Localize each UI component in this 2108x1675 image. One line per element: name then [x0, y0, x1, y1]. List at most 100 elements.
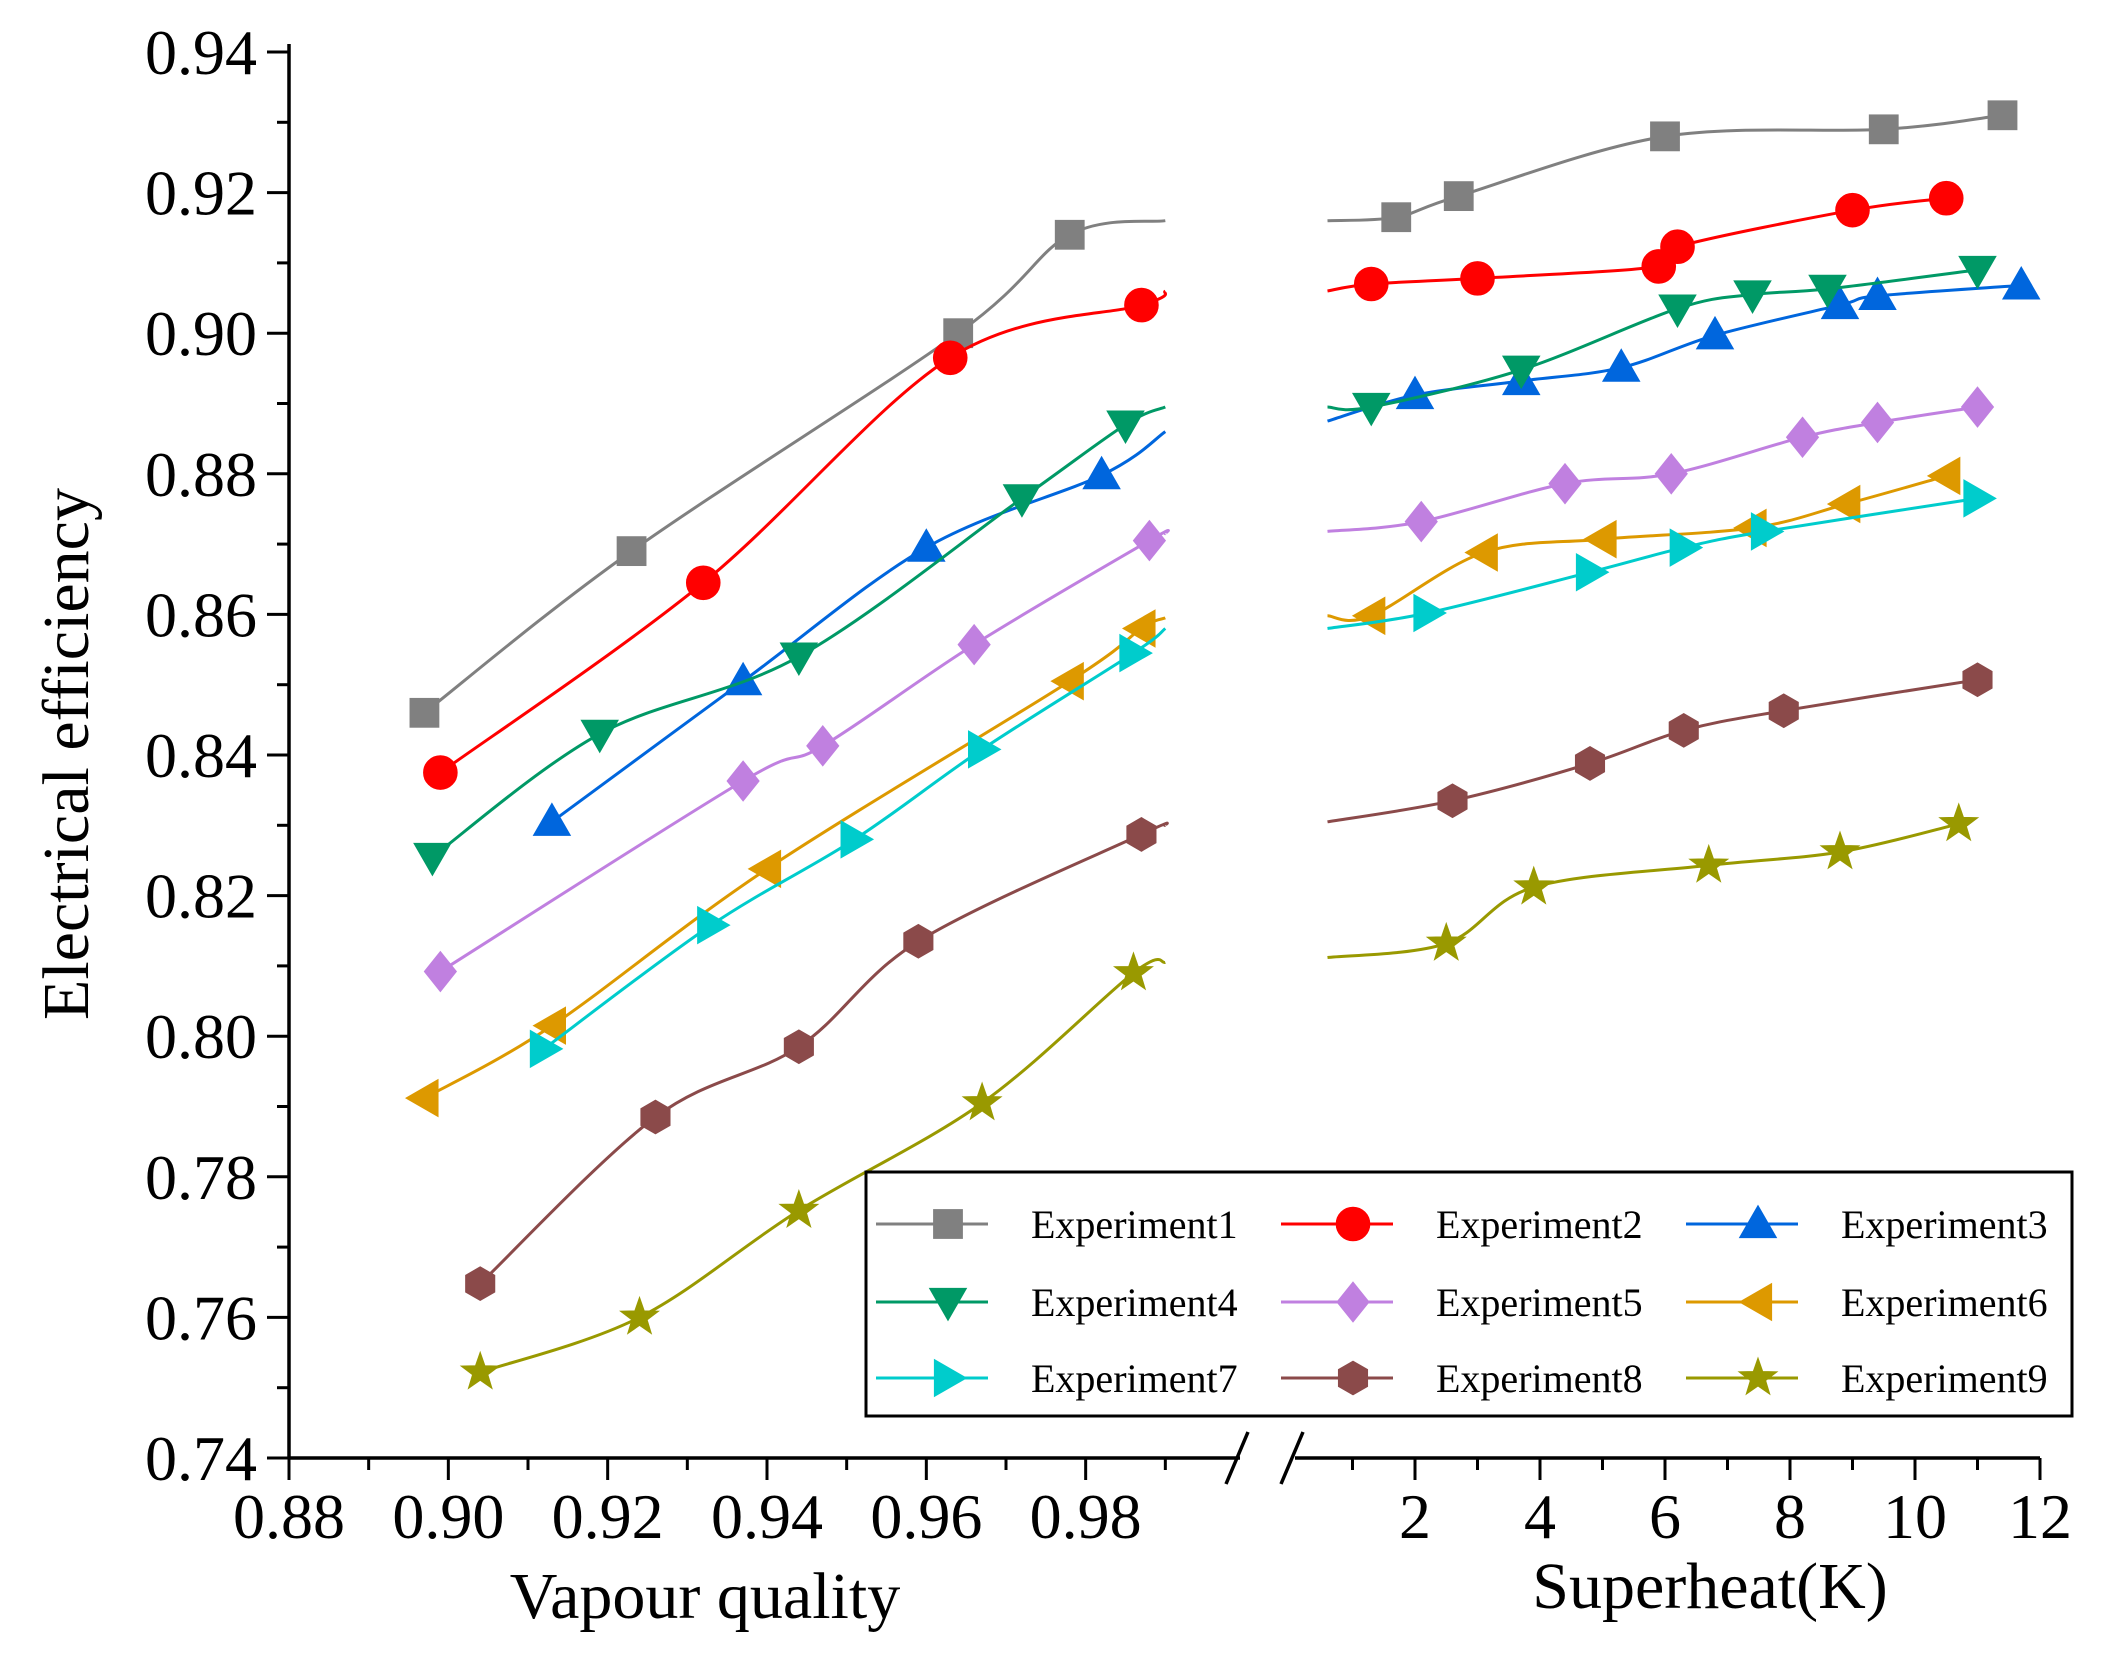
legend-label: Experiment1	[1031, 1202, 1238, 1247]
legend-marker	[933, 1358, 968, 1398]
legend-marker	[1737, 1356, 1779, 1396]
series-line-quality	[479, 958, 1166, 1374]
data-point	[723, 661, 763, 696]
data-point	[1351, 596, 1386, 636]
data-point	[423, 950, 458, 993]
data-point	[726, 760, 760, 802]
data-point	[697, 905, 731, 945]
legend-marker	[1337, 1360, 1369, 1396]
legend-item: Experiment9	[1686, 1356, 2048, 1401]
data-point	[1404, 500, 1438, 543]
data-point	[1548, 462, 1582, 505]
data-point	[1819, 830, 1861, 870]
x-tick-label-superheat: 2	[1399, 1481, 1431, 1552]
legend-item: Experiment4	[876, 1280, 1238, 1325]
data-point	[1808, 274, 1847, 309]
x-tick-label-quality: 0.94	[711, 1481, 823, 1552]
data-point	[1425, 921, 1467, 961]
data-point	[1695, 315, 1735, 350]
legend-label: Experiment2	[1436, 1202, 1643, 1247]
data-point	[2001, 265, 2041, 300]
data-point	[580, 719, 619, 754]
data-point	[1826, 484, 1861, 524]
x-tick-label-quality: 0.96	[870, 1481, 982, 1552]
data-point	[685, 565, 721, 601]
series-9	[459, 802, 1980, 1390]
y-tick-label: 0.92	[145, 158, 257, 229]
data-point	[1650, 121, 1680, 152]
series-line-quality	[439, 529, 1170, 973]
data-point	[1958, 255, 1997, 290]
data-point	[747, 849, 782, 889]
x-axis-title-quality: Vapour quality	[510, 1560, 900, 1633]
data-point	[1132, 519, 1167, 562]
x-tick-label-quality: 0.88	[233, 1481, 345, 1552]
series-8	[465, 662, 1993, 1302]
legend-label: Experiment7	[1031, 1356, 1238, 1401]
legend-label: Experiment5	[1436, 1280, 1643, 1325]
data-point	[957, 623, 991, 666]
data-point	[1126, 817, 1157, 852]
data-point	[1575, 552, 1610, 592]
legend-item: Experiment6	[1686, 1280, 2048, 1325]
data-point	[1002, 484, 1042, 518]
axis-break-mark	[1279, 1431, 1305, 1485]
axes: 0.74 0.76 0.78 0.80 0.82 0.84 0.86 0.88 0.90 0.92…	[30, 17, 2072, 1633]
x-tick-label-superheat: 12	[2008, 1481, 2072, 1552]
data-point	[1082, 455, 1121, 490]
series-4	[413, 255, 1997, 877]
data-point	[1460, 261, 1495, 296]
x-tick-label-superheat: 6	[1649, 1481, 1681, 1552]
data-point	[616, 536, 647, 567]
data-point	[1688, 843, 1730, 883]
legend-label: Experiment9	[1841, 1356, 2048, 1401]
data-point	[1669, 528, 1704, 567]
data-point	[1987, 100, 2018, 131]
legend-item: Experiment2	[1281, 1202, 1643, 1247]
data-point	[1464, 533, 1498, 572]
data-point	[1733, 280, 1772, 314]
y-tick-label: 0.94	[145, 17, 257, 88]
x-tick-label-quality: 0.92	[552, 1481, 664, 1552]
data-point	[1124, 287, 1159, 323]
data-point	[1820, 285, 1860, 320]
y-axis-title: Electrical efficiency	[30, 488, 103, 1020]
data-point	[1351, 392, 1391, 427]
data-point	[778, 1189, 820, 1228]
legend-item: Experiment8	[1281, 1356, 1643, 1401]
data-point	[529, 1029, 564, 1069]
data-point	[1938, 802, 1980, 842]
legend-marker	[1738, 1204, 1778, 1239]
legend-box	[864, 1170, 2074, 1418]
y-tick-label: 0.76	[145, 1282, 257, 1353]
series-layer	[405, 100, 2041, 1390]
data-point	[779, 642, 819, 676]
series-line-quality	[431, 405, 1166, 859]
data-point	[465, 1266, 496, 1302]
series-line-superheat	[1327, 822, 1960, 959]
legend-label: Experiment3	[1841, 1202, 2048, 1247]
legend-item: Experiment1	[876, 1202, 1238, 1247]
legend-marker	[928, 1287, 968, 1322]
data-point	[1926, 456, 1961, 496]
data-point	[1119, 633, 1153, 673]
y-tick-label: 0.80	[145, 1001, 257, 1072]
data-point	[1928, 180, 1964, 216]
data-point	[1835, 192, 1870, 228]
data-point	[1768, 693, 1799, 729]
data-point	[1513, 865, 1555, 905]
y-tick-label: 0.86	[145, 579, 257, 650]
y-tick-label: 0.88	[145, 439, 257, 510]
legend-item: Experiment5	[1281, 1280, 1643, 1325]
data-point	[1353, 266, 1389, 302]
legend-label: Experiment6	[1841, 1280, 2048, 1325]
data-point	[1858, 276, 1897, 311]
data-point	[1443, 181, 1474, 212]
data-point	[903, 923, 934, 959]
y-tick-label: 0.84	[145, 720, 257, 791]
legend-label: Experiment4	[1031, 1280, 1238, 1325]
data-point	[1381, 202, 1412, 233]
x-axis-title-superheat: Superheat(K)	[1532, 1550, 1888, 1623]
data-point	[968, 730, 1002, 769]
series-line-quality	[551, 430, 1167, 824]
